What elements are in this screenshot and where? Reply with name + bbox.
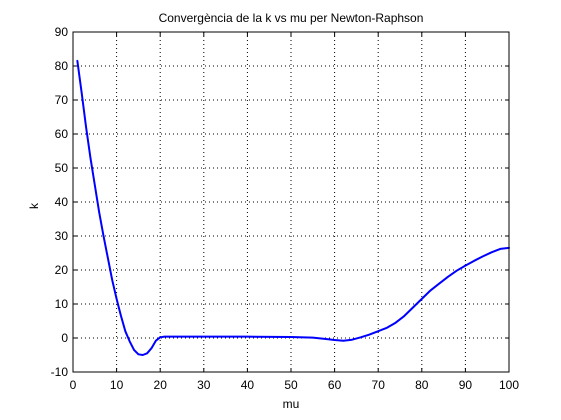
plot-area [72,31,510,373]
x-tick-labels: 0 10 20 30 40 50 60 70 80 90 100 [70,378,520,392]
y-tick-label: 50 [55,161,69,175]
y-tick-label: 80 [55,59,69,73]
x-tick-label: 20 [154,378,168,392]
series-line [76,59,510,356]
y-tick-label: -10 [51,365,69,379]
y-tick-labels: -10 0 10 20 30 40 50 60 70 80 90 [51,25,69,379]
x-tick-label: 100 [499,378,519,392]
y-tick-label: 30 [55,229,69,243]
y-tick-label: 10 [55,297,69,311]
x-axis-label: mu [283,397,300,411]
x-tick-label: 0 [70,378,77,392]
x-tick-label: 40 [241,378,255,392]
y-tick-label: 20 [55,263,69,277]
x-tick-label: 80 [415,378,429,392]
x-tick-label: 30 [197,378,211,392]
y-axis-label: k [27,202,41,209]
x-tick-label: 50 [284,378,298,392]
axes-box [72,31,510,373]
y-tick-label: 60 [55,127,69,141]
chart-title: Convergència de la k vs mu per Newton-Ra… [159,11,424,25]
y-tick-label: 70 [55,93,69,107]
x-tick-label: 70 [372,378,386,392]
x-tick-label: 60 [328,378,342,392]
y-tick-label: 40 [55,195,69,209]
grid [73,32,509,372]
y-tick-label: 0 [61,331,68,345]
y-tick-label: 90 [55,25,69,39]
x-tick-label: 10 [110,378,124,392]
x-tick-label: 90 [459,378,473,392]
